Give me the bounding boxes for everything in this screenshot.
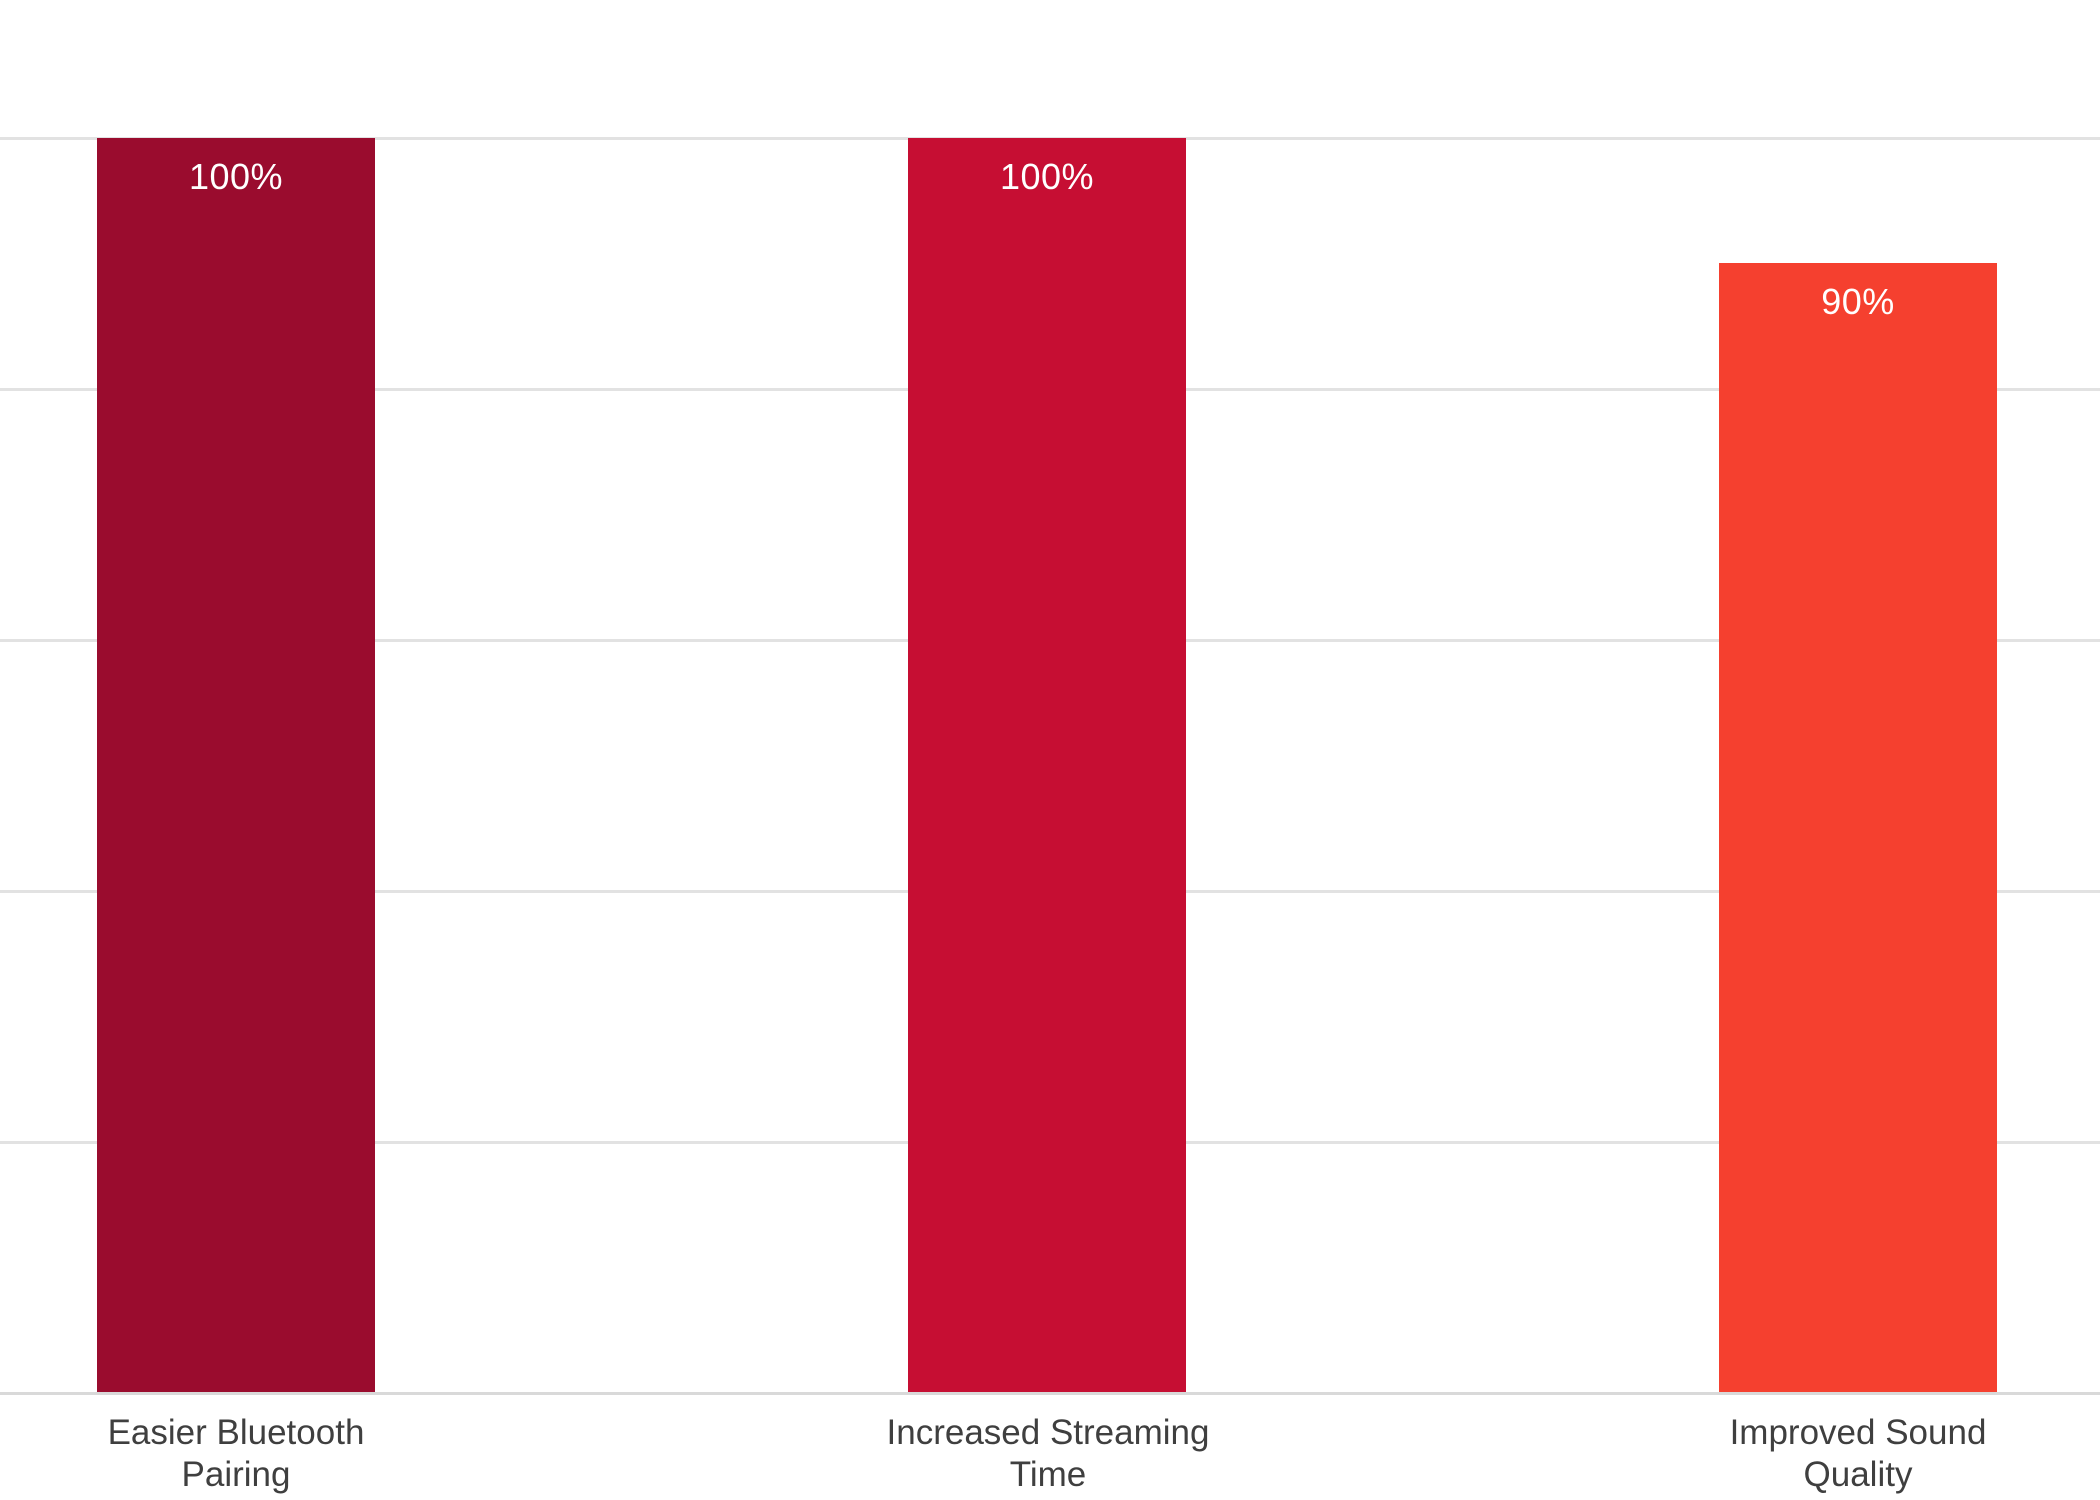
x-axis-line [0,1392,2100,1395]
category-label-improved-sound-quality: Improved Sound Quality [1608,1412,2100,1496]
category-label-line: Improved Sound [1729,1413,1987,1452]
category-label-line: Quality [1803,1455,1913,1494]
bar-increased-streaming-time: 100% [908,138,1186,1393]
bar-easier-bluetooth-pairing: 100% [97,138,375,1393]
category-label-line: Time [1009,1455,1087,1494]
category-label-line: Easier Bluetooth [107,1413,365,1452]
data-label-easier-bluetooth-pairing: 100% [188,156,284,197]
category-label-line: Pairing [181,1455,291,1494]
category-label-line: Increased Streaming [886,1413,1210,1452]
bar-improved-sound-quality: 90% [1719,263,1997,1393]
data-label-improved-sound-quality: 90% [1821,281,1895,322]
data-label-increased-streaming-time: 100% [999,156,1095,197]
category-label-increased-streaming-time: Increased Streaming Time [798,1412,1298,1496]
category-label-easier-bluetooth-pairing: Easier Bluetooth Pairing [0,1412,486,1496]
